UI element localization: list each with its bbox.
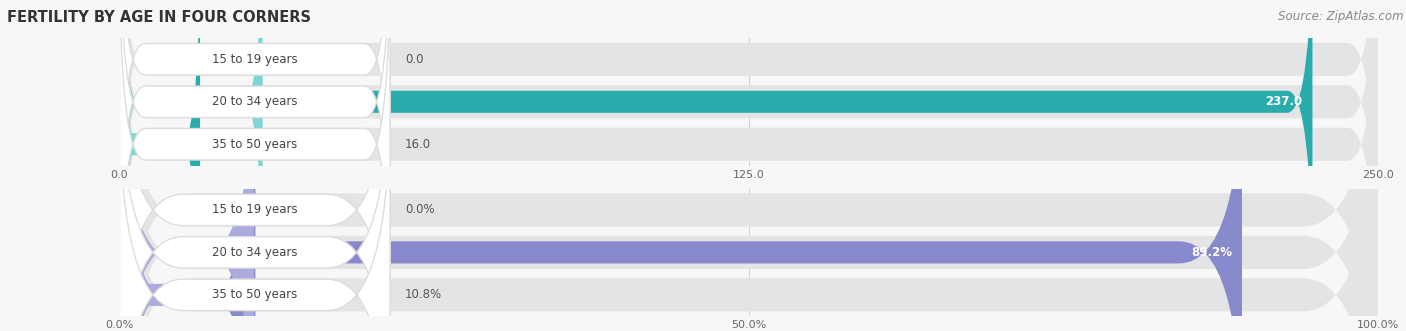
Text: 15 to 19 years: 15 to 19 years <box>212 204 298 216</box>
FancyBboxPatch shape <box>120 0 389 256</box>
FancyBboxPatch shape <box>120 57 1378 331</box>
Text: 35 to 50 years: 35 to 50 years <box>212 288 298 301</box>
FancyBboxPatch shape <box>120 56 389 331</box>
Text: 10.8%: 10.8% <box>405 288 443 301</box>
FancyBboxPatch shape <box>120 51 254 331</box>
FancyBboxPatch shape <box>104 0 145 331</box>
FancyBboxPatch shape <box>120 0 1378 331</box>
FancyBboxPatch shape <box>120 51 1241 331</box>
FancyBboxPatch shape <box>120 0 1312 303</box>
FancyBboxPatch shape <box>120 0 263 303</box>
Text: Source: ZipAtlas.com: Source: ZipAtlas.com <box>1278 10 1403 23</box>
Text: 20 to 34 years: 20 to 34 years <box>212 246 298 259</box>
Text: FERTILITY BY AGE IN FOUR CORNERS: FERTILITY BY AGE IN FOUR CORNERS <box>7 10 311 25</box>
FancyBboxPatch shape <box>120 0 200 331</box>
FancyBboxPatch shape <box>120 0 389 299</box>
Text: 89.2%: 89.2% <box>1191 246 1232 259</box>
Text: 0.0%: 0.0% <box>405 204 434 216</box>
FancyBboxPatch shape <box>120 13 389 331</box>
Text: 20 to 34 years: 20 to 34 years <box>212 95 298 108</box>
FancyBboxPatch shape <box>73 94 183 331</box>
FancyBboxPatch shape <box>120 0 389 331</box>
Text: 0.0: 0.0 <box>405 53 423 66</box>
Text: 15 to 19 years: 15 to 19 years <box>212 53 298 66</box>
Text: 237.0: 237.0 <box>1265 95 1302 108</box>
Text: 35 to 50 years: 35 to 50 years <box>212 138 298 151</box>
FancyBboxPatch shape <box>120 0 1378 298</box>
FancyBboxPatch shape <box>120 94 256 331</box>
FancyBboxPatch shape <box>120 14 1378 331</box>
Text: 16.0: 16.0 <box>405 138 432 151</box>
FancyBboxPatch shape <box>120 0 1378 331</box>
FancyBboxPatch shape <box>120 0 1378 331</box>
FancyBboxPatch shape <box>120 98 389 331</box>
